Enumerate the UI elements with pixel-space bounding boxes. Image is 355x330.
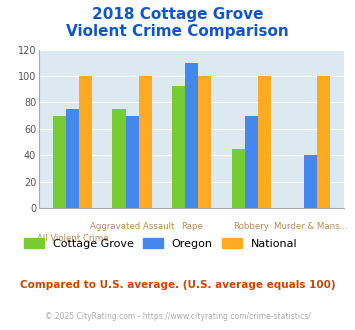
Bar (113, 109, 126, 208)
Text: Aggravated Assault: Aggravated Assault (90, 222, 174, 231)
Text: Violent Crime Comparison: Violent Crime Comparison (66, 24, 289, 39)
Bar (79, 76, 92, 208)
Bar (139, 76, 152, 208)
Text: © 2025 CityRating.com - https://www.cityrating.com/crime-statistics/: © 2025 CityRating.com - https://www.city… (45, 312, 310, 321)
Text: All Violent Crime: All Violent Crime (37, 234, 108, 243)
Bar (304, 155, 317, 208)
Text: Rape: Rape (181, 222, 203, 231)
Text: Murder & Mans...: Murder & Mans... (274, 222, 348, 231)
Bar (245, 115, 258, 208)
Text: Compared to U.S. average. (U.S. average equals 100): Compared to U.S. average. (U.S. average … (20, 280, 335, 290)
Bar (317, 76, 331, 208)
Legend: Cottage Grove, Oregon, National: Cottage Grove, Oregon, National (20, 234, 302, 253)
Bar (185, 63, 198, 208)
Bar (172, 86, 185, 208)
Bar (126, 115, 139, 208)
Bar (198, 76, 211, 208)
Bar (258, 76, 271, 208)
Text: Robbery: Robbery (233, 222, 269, 231)
Text: 2018 Cottage Grove: 2018 Cottage Grove (92, 7, 263, 22)
Bar (66, 109, 79, 208)
Bar (53, 115, 66, 208)
Bar (231, 148, 245, 208)
